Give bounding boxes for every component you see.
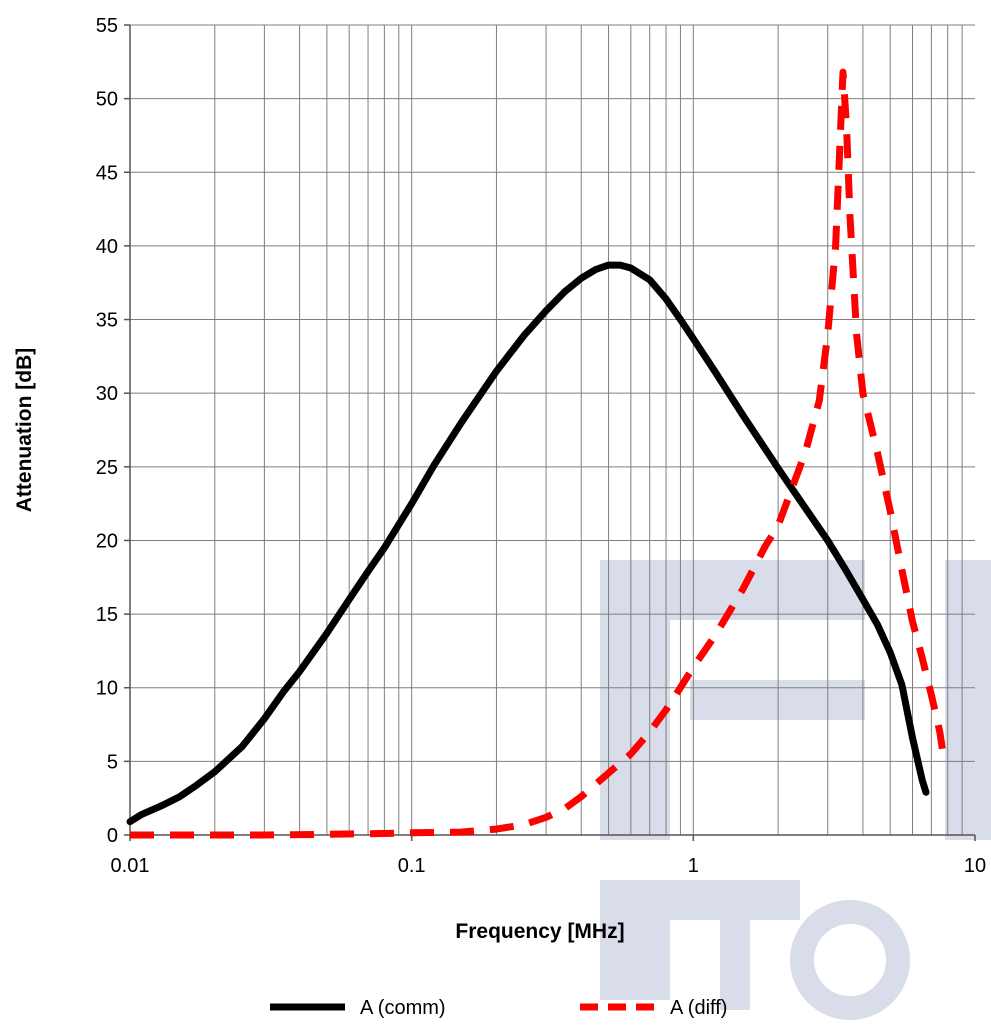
y-tick-label: 30 [96,383,118,405]
y-axis-title: Attenuation [dB] [13,348,36,512]
grid-lines [129,24,975,836]
y-tick-label: 50 [96,89,118,111]
series-lines [126,68,949,839]
x-axis-title: Frequency [MHz] [455,920,624,943]
x-tick-label: 0.1 [398,855,426,877]
y-tick-label: 0 [107,825,118,847]
y-tick-label: 35 [96,310,118,332]
y-tick-label: 15 [96,604,118,626]
y-tick-label: 25 [96,457,118,479]
y-tick-label: 45 [96,162,118,184]
legend-label-comm: A (comm) [360,997,446,1019]
x-tick-labels: 0.01 0.1 1 10 [111,855,987,877]
watermark-logo [600,560,991,1020]
series-line-diff [130,68,949,839]
y-tick-label: 55 [96,15,118,37]
y-tick-label: 5 [107,751,118,773]
legend: A (comm) A (diff) [270,997,727,1019]
legend-label-diff: A (diff) [670,997,727,1019]
x-tick-label: 0.01 [111,855,150,877]
x-tick-label: 1 [688,855,699,877]
x-tick-label: 10 [964,855,986,877]
series-line-comm [126,261,930,826]
y-tick-label: 20 [96,530,118,552]
y-tick-label: 40 [96,236,118,258]
y-tick-labels: 0 5 10 15 20 25 30 35 40 45 50 55 [96,15,118,847]
y-tick-label: 10 [96,678,118,700]
